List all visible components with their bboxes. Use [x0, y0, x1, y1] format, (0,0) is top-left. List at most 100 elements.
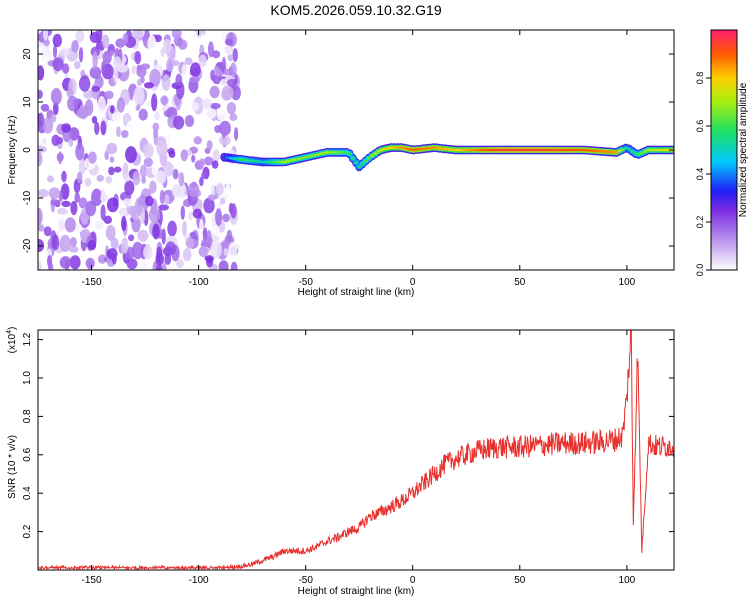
noise-blob [167, 220, 177, 237]
noise-blob [178, 172, 185, 187]
track-core [521, 148, 525, 152]
track-core [655, 148, 660, 152]
noise-blob [209, 85, 220, 99]
snr-panel: -150 -100 -50 0 50 100 0.2 0.4 0.6 0.8 1.0 1.2 Hei… [6, 327, 675, 597]
track-core [318, 152, 323, 156]
noise-blob [120, 207, 128, 216]
track-core [241, 158, 246, 162]
noise-blob [101, 61, 106, 75]
track-core [405, 147, 410, 151]
track-core [585, 148, 590, 152]
y-tick-label: 1.2 [22, 332, 33, 346]
noise-blob [190, 30, 198, 40]
track-core [260, 160, 265, 164]
noise-blob [95, 30, 103, 43]
noise-blob [154, 111, 160, 120]
track-core [231, 157, 236, 161]
noise-blob [159, 189, 165, 205]
noise-blob [221, 124, 227, 139]
colorbar-tick-label: 0.2 [695, 216, 705, 229]
track-core [379, 148, 384, 152]
track-core [466, 148, 471, 152]
noise-blob [198, 246, 209, 258]
track-core [257, 160, 262, 164]
track-core [501, 148, 506, 152]
track-core [392, 146, 397, 150]
track-core [601, 150, 606, 153]
track-core [382, 147, 387, 151]
noise-blob [155, 252, 164, 266]
noise-blob [198, 54, 207, 68]
noise-blob [40, 103, 50, 112]
noise-blob [184, 57, 193, 65]
noise-blob [223, 248, 229, 256]
track-core [370, 154, 375, 158]
noise-blob [50, 199, 61, 206]
noise-blob [121, 130, 129, 138]
noise-blob [43, 38, 50, 47]
noise-blob [102, 34, 110, 49]
track-core [334, 151, 339, 154]
noise-blob [126, 258, 138, 270]
track-core [331, 151, 336, 154]
noise-blob [200, 34, 206, 46]
y-tick-label: -20 [22, 238, 33, 253]
colorbar-tick-label: 0.0 [695, 264, 705, 277]
noise-blob [140, 76, 145, 84]
noise-blob [191, 102, 199, 111]
track-core [643, 150, 648, 153]
noise-blob [64, 217, 76, 233]
noise-blob [175, 73, 183, 87]
noise-blob [173, 115, 185, 130]
track-core [646, 148, 651, 152]
track-core [399, 146, 403, 150]
noise-blob [38, 224, 45, 232]
track-core [469, 148, 474, 152]
track-core [431, 146, 436, 150]
track-core [225, 156, 230, 160]
noise-blob [191, 154, 196, 163]
noise-blob [95, 220, 104, 230]
noise-blob [48, 187, 61, 199]
noise-blob [91, 116, 98, 124]
track-core [408, 148, 413, 151]
noise-blob [100, 188, 106, 203]
spectrogram-ylabel: Frequency (Hz) [7, 116, 18, 185]
track-core [302, 156, 307, 159]
noise-blob [75, 143, 85, 161]
track-core [337, 151, 342, 154]
track-core [447, 147, 452, 151]
colorbar-label: Normalized spectral amplitude [738, 82, 749, 217]
track-core [299, 156, 304, 160]
noise-blob [218, 260, 229, 270]
noise-blob [108, 166, 115, 176]
noise-blob [226, 102, 237, 115]
noise-blob [145, 195, 154, 207]
noise-blob [147, 35, 157, 53]
noise-blob [187, 182, 200, 198]
noise-blob [143, 157, 153, 168]
track-core [636, 152, 641, 156]
noise-blob [164, 253, 172, 265]
noise-blob [171, 30, 182, 39]
track-core [347, 152, 352, 156]
noise-blob [156, 264, 162, 270]
noise-blob [199, 218, 204, 234]
signal-track [220, 143, 674, 172]
y-tick-label: 0.6 [22, 447, 33, 461]
x-tick-label: 0 [410, 277, 416, 288]
track-core [556, 148, 561, 152]
noise-blob [103, 215, 113, 224]
noise-blob [116, 97, 125, 113]
track-core [662, 148, 667, 152]
track-core [276, 160, 281, 164]
noise-blob [116, 126, 121, 138]
noise-blob [42, 30, 49, 41]
x-tick-label: 50 [514, 277, 526, 288]
noise-blob [224, 38, 234, 46]
noise-blob [201, 172, 207, 179]
noise-blob [228, 202, 234, 214]
snr-y-axis: 0.2 0.4 0.6 0.8 1.0 1.2 [22, 332, 674, 539]
track-core [296, 157, 301, 161]
noise-blob [228, 242, 238, 257]
